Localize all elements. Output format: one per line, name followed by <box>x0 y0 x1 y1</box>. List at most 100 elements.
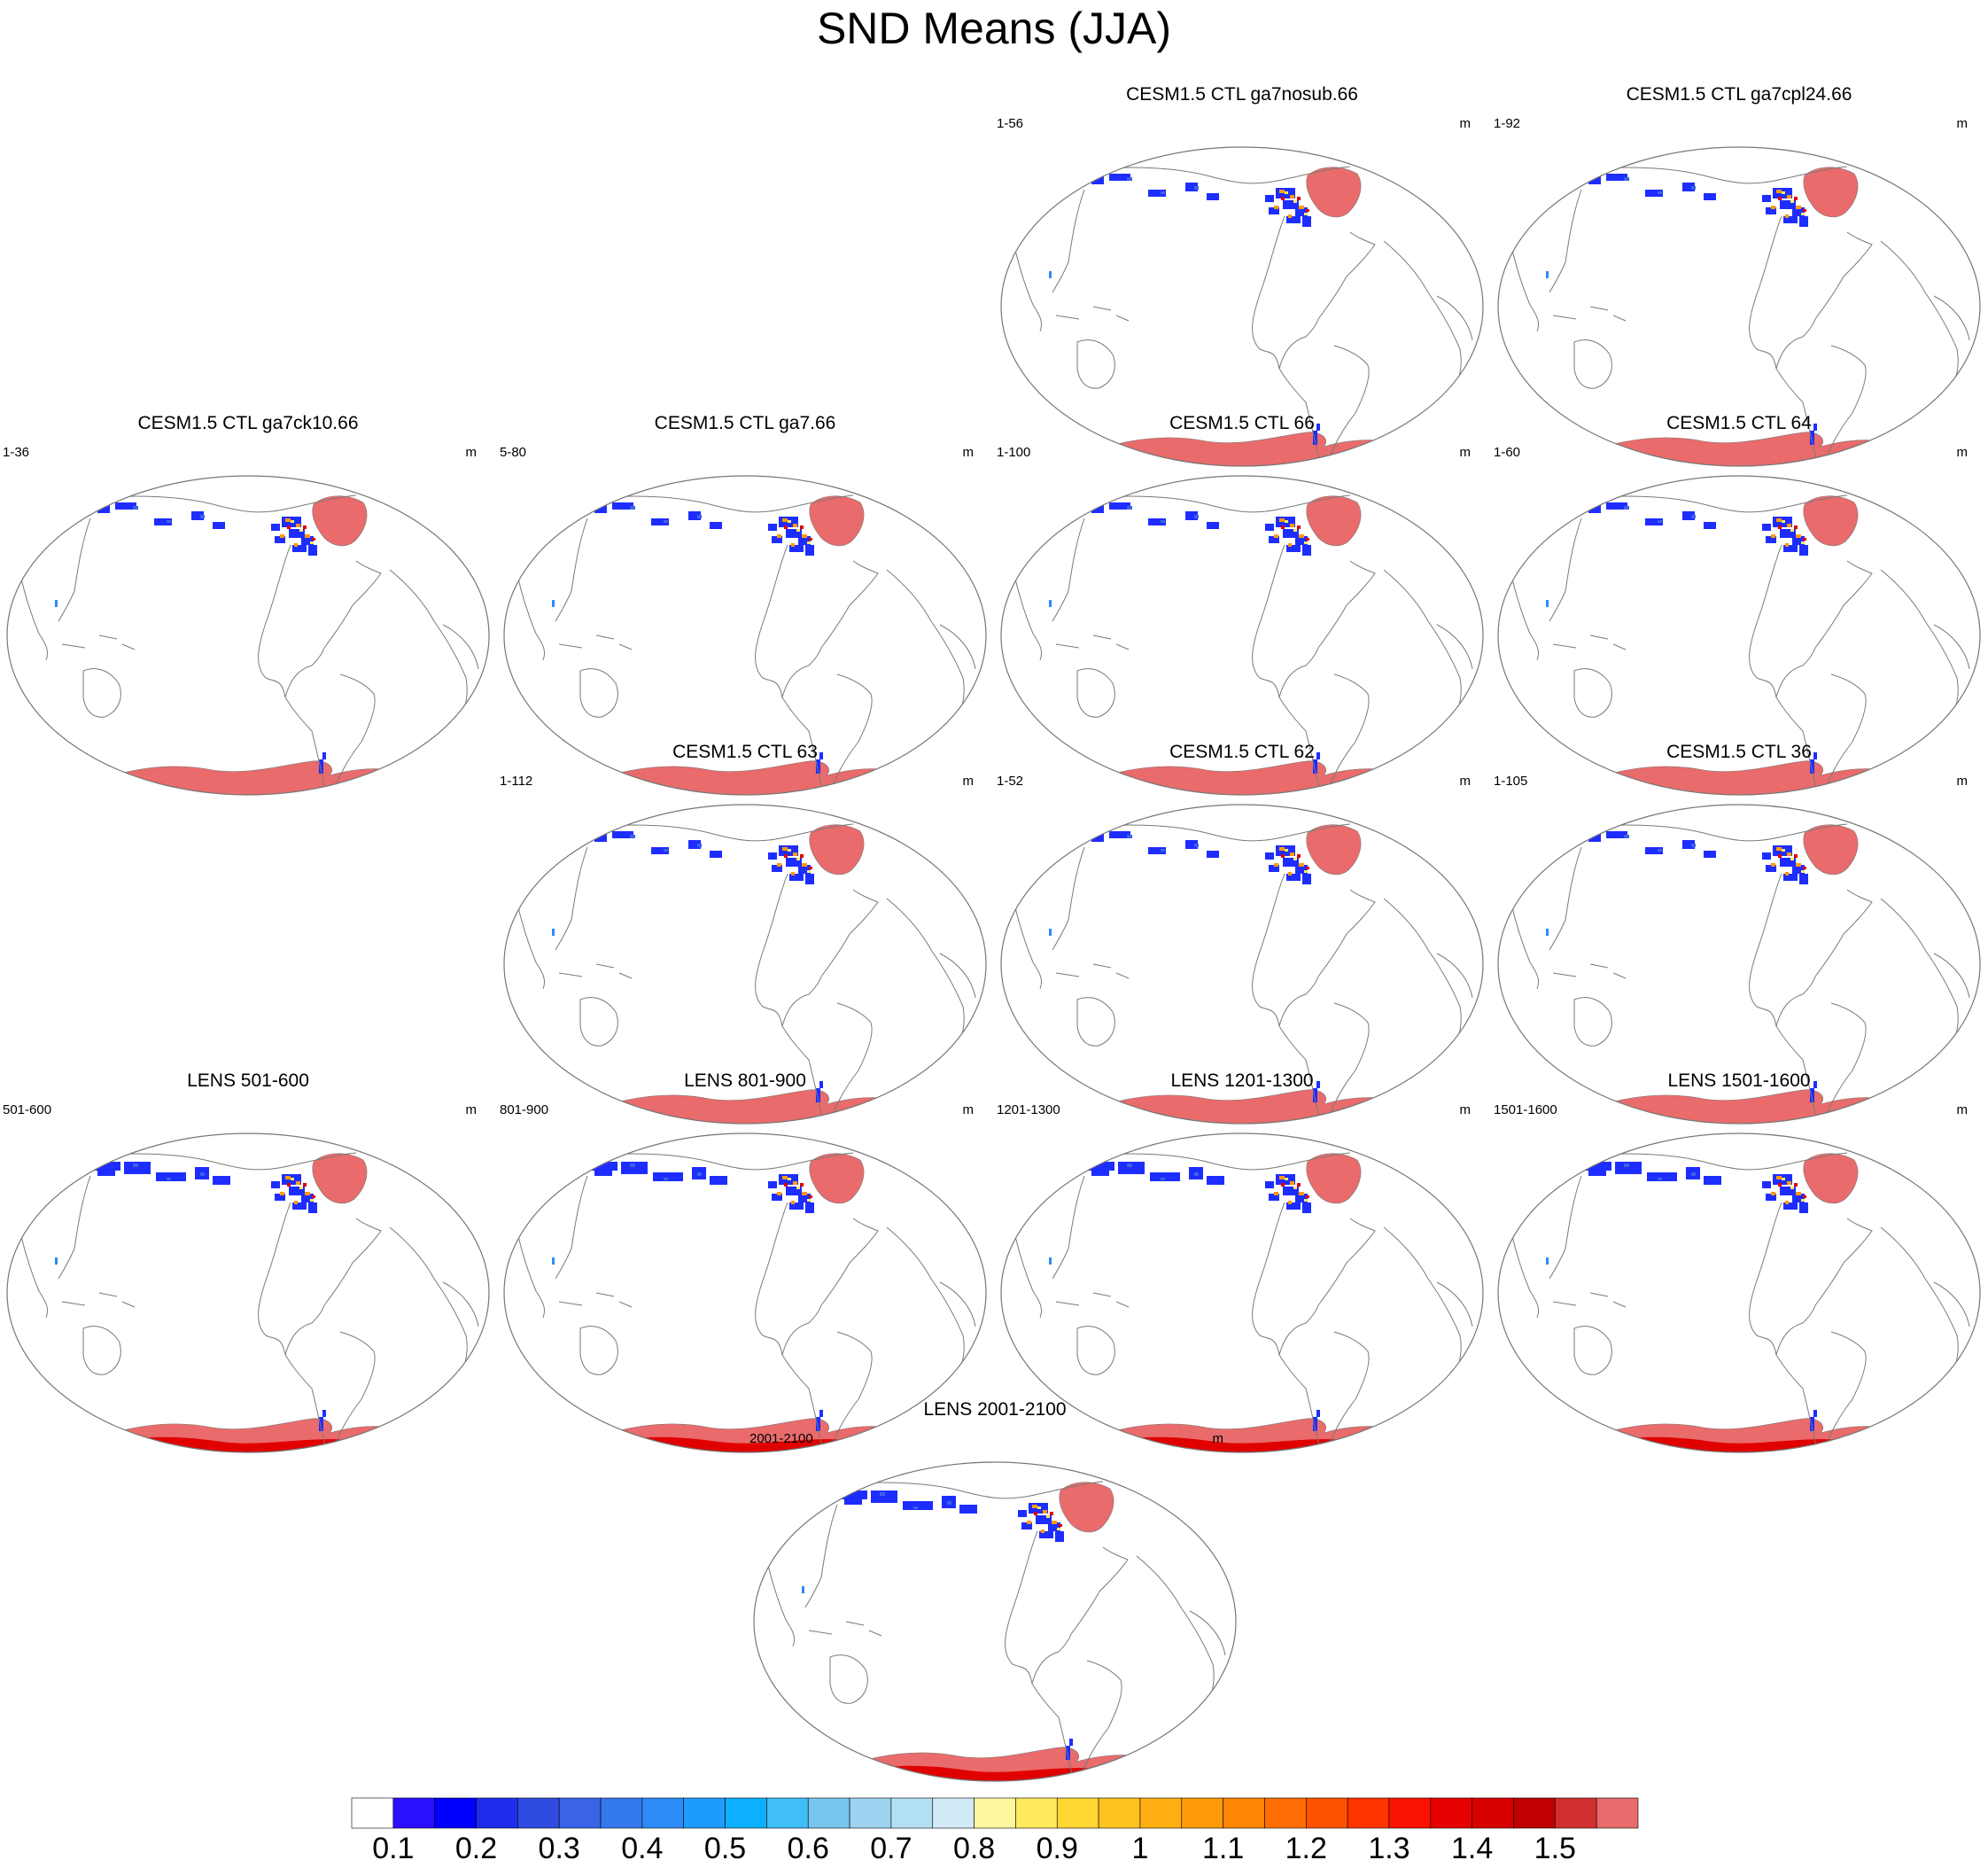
panel-year-range: 501-600 <box>3 1102 52 1117</box>
tibet-snow <box>552 929 555 936</box>
arctic-archipelago-snow <box>768 517 814 556</box>
panel-year-range: 1-36 <box>3 445 30 460</box>
greenland-snow <box>1306 167 1362 218</box>
map-panel: CESM1.5 CTL 62 1-52 m <box>994 741 1490 1131</box>
tibet-snow <box>1049 600 1052 607</box>
panel-title: LENS 501-600 <box>187 1070 309 1091</box>
world-map <box>1497 804 1981 1125</box>
colorbar-box <box>517 1797 560 1829</box>
world-map <box>503 1132 987 1453</box>
andes-snow <box>1313 1081 1320 1102</box>
colorbar-label: 1.5 <box>1534 1832 1576 1865</box>
arctic-archipelago-snow <box>768 845 814 884</box>
map-panel: LENS 1501-1600 1501-1600 m <box>1491 1070 1987 1459</box>
panel-title: CESM1.5 CTL 64 <box>1666 413 1812 433</box>
map-border <box>503 1132 987 1453</box>
colorbar-box <box>1513 1797 1556 1829</box>
coastlines <box>1007 1152 1473 1452</box>
panel-title: CESM1.5 CTL 62 <box>1169 742 1315 762</box>
colorbar-box <box>351 1797 394 1829</box>
world-map <box>6 475 490 796</box>
colorbar-box <box>434 1797 477 1829</box>
tibet-snow <box>1546 1257 1549 1265</box>
panel-year-range: 1-112 <box>500 774 533 789</box>
panel-units: m <box>1212 1431 1224 1446</box>
map-panel: CESM1.5 CTL ga7cpl24.66 1-92 m <box>1491 83 1987 473</box>
colorbar-label: 1.3 <box>1368 1832 1410 1865</box>
colorbar-box <box>1015 1797 1058 1829</box>
andes-snow <box>319 1410 326 1431</box>
map-border <box>503 804 987 1125</box>
panel-units: m <box>1956 1102 1969 1117</box>
coastlines <box>13 494 479 795</box>
panel-title: CESM1.5 CTL ga7nosub.66 <box>1126 84 1358 105</box>
panel-year-range: 1-60 <box>1494 445 1521 460</box>
greenland-snow <box>1306 495 1362 547</box>
colorbar-box <box>392 1797 435 1829</box>
map-panel: LENS 2001-2100 2001-2100 m <box>747 1398 1243 1788</box>
colorbar-box <box>1388 1797 1432 1829</box>
coastlines <box>510 1152 976 1452</box>
panel-title: CESM1.5 CTL 36 <box>1666 742 1812 762</box>
colorbar-box <box>1472 1797 1514 1829</box>
coastlines <box>13 1152 479 1452</box>
greenland-snow <box>809 495 865 547</box>
colorbar-label: 0.4 <box>621 1832 664 1865</box>
andes-snow <box>1810 1410 1817 1431</box>
arctic-archipelago-snow <box>1265 188 1311 227</box>
colorbar-label: 0.8 <box>952 1832 996 1865</box>
colorbar-box <box>932 1797 975 1829</box>
panel-title: LENS 1201-1300 <box>1170 1070 1314 1091</box>
colorbar-box <box>1139 1797 1183 1829</box>
panel-units: m <box>1459 445 1472 460</box>
panel-year-range: 1201-1300 <box>997 1102 1060 1117</box>
world-map <box>753 1461 1237 1782</box>
panel-units: m <box>1459 1102 1472 1117</box>
panel-units: m <box>1459 116 1472 131</box>
panel-year-range: 1-56 <box>997 116 1024 131</box>
tibet-snow <box>1546 600 1549 607</box>
tibet-snow <box>1546 929 1549 936</box>
arctic-archipelago-snow <box>1762 517 1808 556</box>
colorbar-label: 0.3 <box>538 1832 580 1865</box>
world-map <box>503 804 987 1125</box>
colorbar-box <box>807 1797 850 1829</box>
panel-units: m <box>1956 774 1969 789</box>
arctic-archipelago-snow <box>768 1174 814 1213</box>
colorbar-label: 0.2 <box>454 1832 498 1865</box>
map-panel: CESM1.5 CTL ga7ck10.66 1-36 m <box>0 412 496 802</box>
greenland-snow <box>1803 824 1859 876</box>
world-map <box>1497 475 1981 796</box>
tibet-snow <box>1049 1257 1052 1265</box>
world-map <box>1000 804 1484 1125</box>
arctic-archipelago-snow <box>1265 517 1311 556</box>
colorbar-label: 0.5 <box>703 1832 747 1865</box>
panel-units: m <box>1459 774 1472 789</box>
colorbar-box <box>641 1797 685 1829</box>
colorbar-box <box>1347 1797 1390 1829</box>
panel-units: m <box>1956 445 1969 460</box>
map-panel: CESM1.5 CTL 66 1-100 m <box>994 412 1490 802</box>
colorbar-box <box>476 1797 518 1829</box>
colorbar-label: 0.1 <box>372 1832 415 1865</box>
greenland-snow <box>1306 1153 1362 1204</box>
map-border <box>1000 146 1484 467</box>
map-border <box>1000 1132 1484 1453</box>
tibet-snow <box>1546 271 1549 278</box>
panel-units: m <box>465 445 478 460</box>
map-border <box>1497 1132 1981 1453</box>
panel-year-range: 1-100 <box>997 445 1031 460</box>
map-panel: CESM1.5 CTL ga7nosub.66 1-56 m <box>994 83 1490 473</box>
panel-year-range: 1-92 <box>1494 116 1521 131</box>
arctic-archipelago-snow <box>271 517 317 556</box>
panel-title: CESM1.5 CTL ga7ck10.66 <box>137 413 359 433</box>
panel-units: m <box>962 445 975 460</box>
tibet-snow <box>802 1586 804 1593</box>
andes-snow <box>816 1081 823 1102</box>
andes-snow <box>816 1410 823 1431</box>
greenland-snow <box>312 1153 368 1204</box>
panel-units: m <box>1956 116 1969 131</box>
arctic-archipelago-snow <box>1265 1174 1311 1213</box>
colorbar-box <box>1430 1797 1472 1829</box>
colorbar-box <box>1098 1797 1141 1829</box>
